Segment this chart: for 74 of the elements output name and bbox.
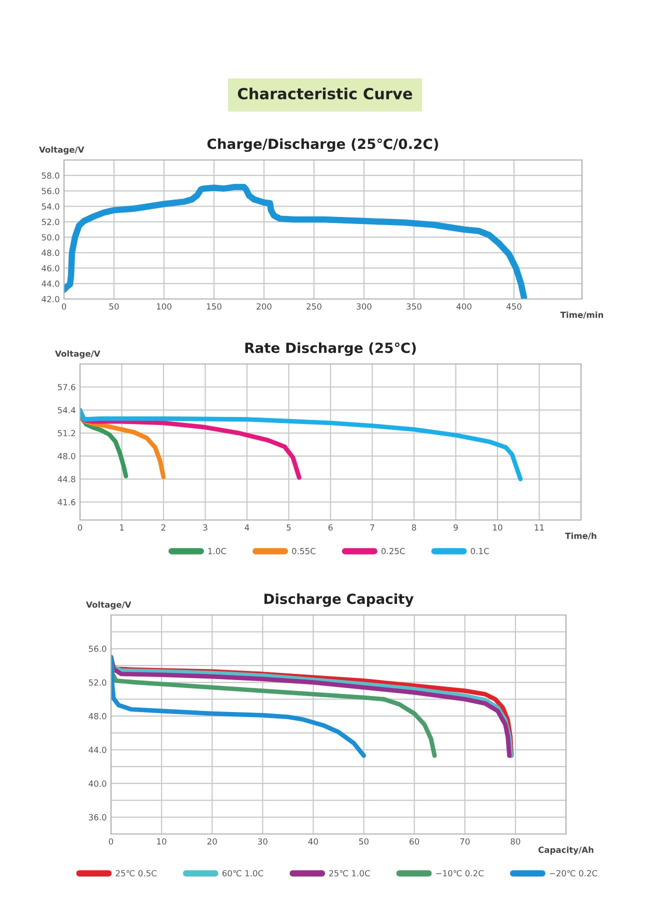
line-series [111, 654, 366, 758]
y-tick-label: 52.0 [42, 218, 60, 226]
x-tick-label: 300 [356, 303, 372, 310]
y-tick-label: 52.0 [88, 679, 106, 686]
legend-label: 25℃ 0.5C [116, 870, 156, 876]
legend-label: 25℃ 1.0C [329, 870, 370, 876]
y-tick-label: 48.0 [88, 713, 106, 720]
y-tick-label: 48.0 [42, 250, 60, 256]
x-tick-label: 5 [286, 524, 291, 531]
y-tick-label: 54.0 [42, 203, 60, 210]
y-tick-label: 58.0 [42, 172, 60, 179]
legend-label: 0.25C [381, 548, 405, 554]
x-axis-title: Time/h [565, 532, 596, 540]
y-tick-label: 44.0 [42, 280, 60, 287]
y-tick-label: 57.6 [58, 384, 76, 390]
legend-label: 0.55C [292, 548, 316, 554]
legend-label: 1.0C [208, 548, 226, 554]
x-tick-label: 350 [406, 303, 422, 310]
x-tick-label: 400 [456, 303, 472, 310]
x-tick-label: 50 [109, 303, 119, 310]
y-tick-label: 54.4 [58, 407, 76, 414]
line-series [80, 408, 523, 482]
y-axis-title: Voltage/V [86, 601, 132, 610]
x-tick-label: 0 [108, 838, 114, 845]
y-tick-label: 56.0 [42, 188, 60, 194]
y-axis-title: Voltage/V [55, 350, 100, 358]
x-tick-label: 11 [534, 524, 544, 530]
x-tick-label: 50 [359, 838, 369, 845]
legend-label: 0.1C [470, 548, 489, 554]
y-axis-title: Voltage/V [39, 146, 84, 154]
x-tick-label: 10 [493, 524, 502, 531]
x-tick-label: 10 [157, 838, 166, 845]
y-tick-label: 50.0 [42, 234, 60, 241]
y-tick-label: 41.6 [58, 499, 76, 506]
x-tick-label: 60 [410, 838, 420, 845]
y-tick-label: 44.0 [88, 746, 106, 754]
x-axis-title: Capacity/Ah [538, 846, 594, 855]
legend-label: 60℃ 1.0C [222, 870, 264, 876]
x-tick-label: 70 [460, 838, 470, 845]
x-tick-label: 3 [203, 524, 208, 531]
x-tick-label: 6 [328, 524, 333, 531]
x-tick-label: 30 [258, 838, 268, 845]
y-tick-label: 56.0 [88, 646, 106, 652]
x-tick-label: 200 [256, 303, 272, 310]
legend-label: −20℃ 0.2C [550, 870, 598, 876]
x-tick-label: 0 [78, 524, 82, 531]
chart-title: Rate Discharge (25℃) [245, 342, 416, 356]
x-axis-title: Time/min [560, 312, 604, 319]
legend-label: −10℃ 0.2C [436, 870, 484, 876]
x-tick-label: 8 [412, 524, 416, 531]
x-tick-label: 9 [454, 524, 458, 531]
y-tick-label: 44.8 [58, 476, 76, 482]
text: Characteristic Curve [238, 88, 412, 100]
y-tick-label: 42.0 [42, 296, 60, 302]
y-tick-label: 48.0 [58, 453, 76, 460]
x-tick-label: 80 [510, 838, 520, 845]
x-tick-label: 40 [308, 838, 318, 845]
line-series [111, 654, 437, 758]
y-tick-label: 51.2 [58, 430, 75, 436]
y-tick-label: 36.0 [88, 814, 106, 820]
x-tick-label: 150 [206, 303, 222, 310]
x-tick-label: 0 [62, 303, 66, 310]
x-tick-label: 1 [120, 524, 124, 530]
y-tick-label: 40.0 [88, 780, 106, 787]
chart-title: Discharge Capacity [264, 593, 414, 607]
y-tick-label: 46.0 [42, 265, 60, 272]
x-tick-label: 100 [156, 303, 172, 310]
x-tick-label: 7 [370, 524, 374, 530]
chart-title: Charge/Discharge (25℃/0.2C) [207, 138, 438, 152]
x-tick-label: 20 [207, 838, 217, 845]
x-tick-label: 250 [306, 303, 322, 310]
x-tick-label: 450 [506, 303, 522, 310]
x-tick-label: 2 [161, 524, 166, 530]
x-tick-label: 4 [244, 524, 250, 530]
